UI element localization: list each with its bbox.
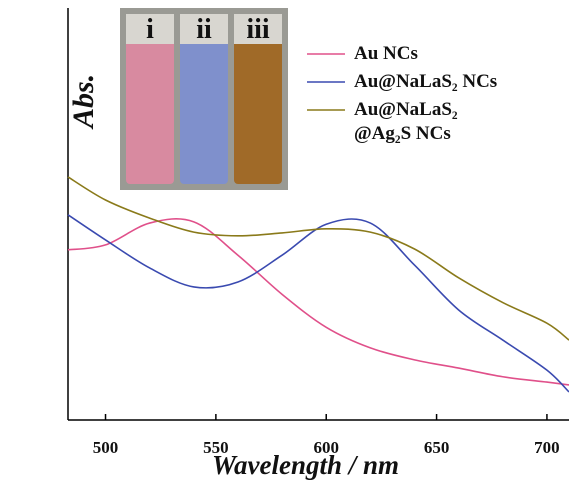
legend-label: Au@NaLaS₂ NCs: [354, 70, 569, 94]
legend-label: Au NCs: [354, 42, 569, 66]
line-series: [68, 215, 569, 392]
vial: [126, 40, 174, 184]
x-tick-label: 500: [93, 438, 119, 457]
vial: [180, 40, 228, 184]
x-tick-label: 700: [534, 438, 560, 457]
chart: iiiiii500550600650700 Abs. Wavelength / …: [0, 0, 569, 490]
line-series: [68, 219, 569, 385]
inset-label: ii: [196, 14, 212, 45]
y-axis-label: Abs.: [72, 0, 96, 128]
line-series: [68, 177, 569, 340]
inset-label: iii: [246, 14, 270, 45]
vial: [234, 40, 282, 184]
inset-label: i: [146, 14, 154, 45]
x-axis-label: Wavelength / nm: [212, 453, 399, 477]
legend-label: Au@NaLaS₂ @Ag₂S NCs: [354, 98, 474, 146]
x-tick-label: 650: [424, 438, 450, 457]
